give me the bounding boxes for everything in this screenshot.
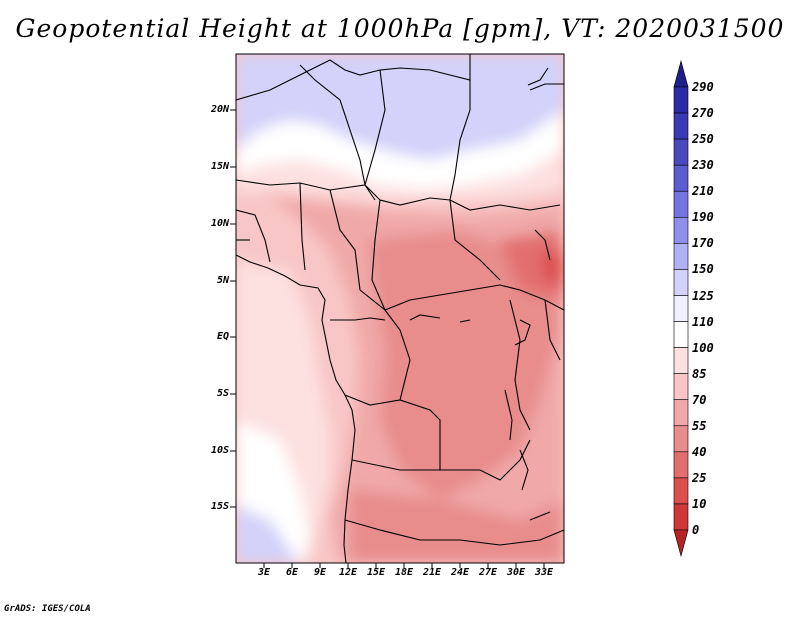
lat-label-20n: 20N bbox=[210, 104, 229, 115]
colorbar-label-10: 10 bbox=[692, 497, 707, 511]
lat-label-15s: 15S bbox=[210, 501, 229, 512]
colorbar-label-250: 250 bbox=[692, 132, 714, 146]
colorbar-label-40: 40 bbox=[692, 445, 707, 459]
lon-label-21e: 21E bbox=[422, 567, 442, 578]
colorbar-label-125: 125 bbox=[692, 289, 714, 303]
colorbar-swatch bbox=[673, 503, 689, 531]
colorbar-label-70: 70 bbox=[692, 393, 707, 407]
colorbar-top-arrow bbox=[673, 59, 689, 88]
map-frame bbox=[230, 53, 565, 568]
lon-label-27e: 27E bbox=[478, 567, 498, 578]
lon-label-3e: 3E bbox=[257, 567, 271, 578]
colorbar-label-100: 100 bbox=[692, 341, 714, 355]
colorbar-swatch bbox=[673, 373, 689, 401]
colorbar-label-0: 0 bbox=[692, 523, 700, 537]
colorbar-swatch bbox=[673, 112, 689, 140]
colorbar-swatch bbox=[673, 451, 689, 479]
lat-label-10s: 10S bbox=[210, 445, 229, 456]
colorbar-label-25: 25 bbox=[692, 471, 707, 485]
colorbar-swatch bbox=[673, 399, 689, 427]
colorbar-label-85: 85 bbox=[692, 367, 707, 381]
colorbar-swatch bbox=[673, 138, 689, 166]
colorbar-label-170: 170 bbox=[692, 236, 714, 250]
colorbar-label-110: 110 bbox=[692, 315, 714, 329]
colorbar-swatch bbox=[673, 164, 689, 192]
lon-label-9e: 9E bbox=[313, 567, 327, 578]
colorbar-swatch bbox=[673, 477, 689, 505]
map-title: Geopotential Height at 1000hPa [gpm], VT… bbox=[15, 14, 785, 43]
colorbar-label-150: 150 bbox=[692, 262, 714, 276]
colorbar-label-270: 270 bbox=[692, 106, 714, 120]
country-borders bbox=[236, 54, 564, 563]
height-field bbox=[236, 54, 564, 563]
colorbar-label-55: 55 bbox=[692, 419, 707, 433]
lon-label-30e: 30E bbox=[506, 567, 526, 578]
lat-label-5n: 5N bbox=[216, 275, 229, 286]
colorbar-swatch bbox=[673, 295, 689, 322]
colorbar-swatch bbox=[673, 190, 689, 218]
colorbar bbox=[673, 59, 689, 558]
colorbar-label-290: 290 bbox=[692, 80, 714, 94]
lat-label-5s: 5S bbox=[216, 388, 229, 399]
colorbar-swatch bbox=[673, 86, 689, 114]
lon-label-15e: 15E bbox=[366, 567, 386, 578]
colorbar-swatch bbox=[673, 269, 689, 296]
colorbar-swatch bbox=[673, 243, 689, 270]
lon-label-18e: 18E bbox=[394, 567, 414, 578]
lon-label-24e: 24E bbox=[450, 567, 470, 578]
colorbar-label-190: 190 bbox=[692, 210, 714, 224]
lat-label-15n: 15N bbox=[210, 161, 229, 172]
colorbar-bottom-arrow bbox=[673, 529, 689, 558]
lon-label-33e: 33E bbox=[534, 567, 554, 578]
colorbar-swatch bbox=[673, 425, 689, 453]
grads-credit: GrADS: IGES/COLA bbox=[4, 604, 91, 614]
lon-label-6e: 6E bbox=[285, 567, 299, 578]
colorbar-swatch bbox=[673, 321, 689, 348]
lat-label-10n: 10N bbox=[210, 218, 229, 229]
colorbar-label-210: 210 bbox=[692, 184, 714, 198]
colorbar-swatch bbox=[673, 216, 689, 244]
colorbar-label-230: 230 bbox=[692, 158, 714, 172]
lat-label-eq: EQ bbox=[216, 331, 229, 342]
colorbar-swatch bbox=[673, 347, 689, 374]
lon-label-12e: 12E bbox=[338, 567, 358, 578]
